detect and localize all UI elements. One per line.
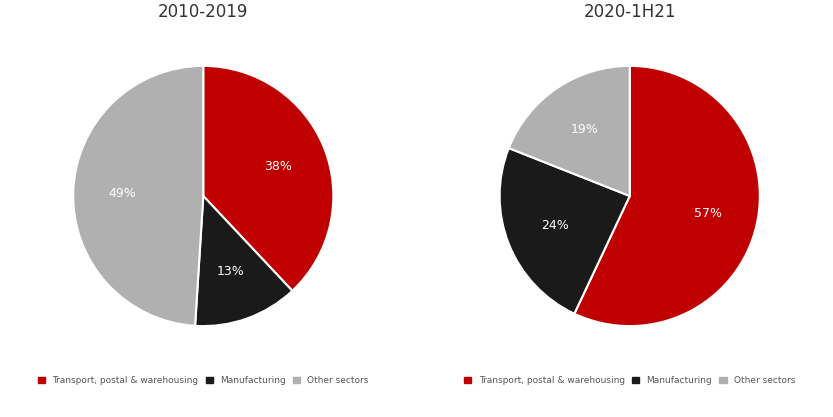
Wedge shape [574,66,760,326]
Title: 2020-1H21: 2020-1H21 [583,3,676,21]
Legend: Transport, postal & warehousing, Manufacturing, Other sectors: Transport, postal & warehousing, Manufac… [37,376,369,385]
Wedge shape [500,148,630,314]
Text: 19%: 19% [571,123,598,136]
Text: 13%: 13% [217,265,244,279]
Wedge shape [73,66,203,326]
Text: 38%: 38% [264,160,292,173]
Legend: Transport, postal & warehousing, Manufacturing, Other sectors: Transport, postal & warehousing, Manufac… [464,376,796,385]
Title: 2010-2019: 2010-2019 [158,3,248,21]
Wedge shape [509,66,630,196]
Text: 57%: 57% [695,207,722,220]
Text: 49%: 49% [109,187,137,200]
Wedge shape [195,196,292,326]
Text: 24%: 24% [541,219,569,232]
Wedge shape [203,66,333,291]
